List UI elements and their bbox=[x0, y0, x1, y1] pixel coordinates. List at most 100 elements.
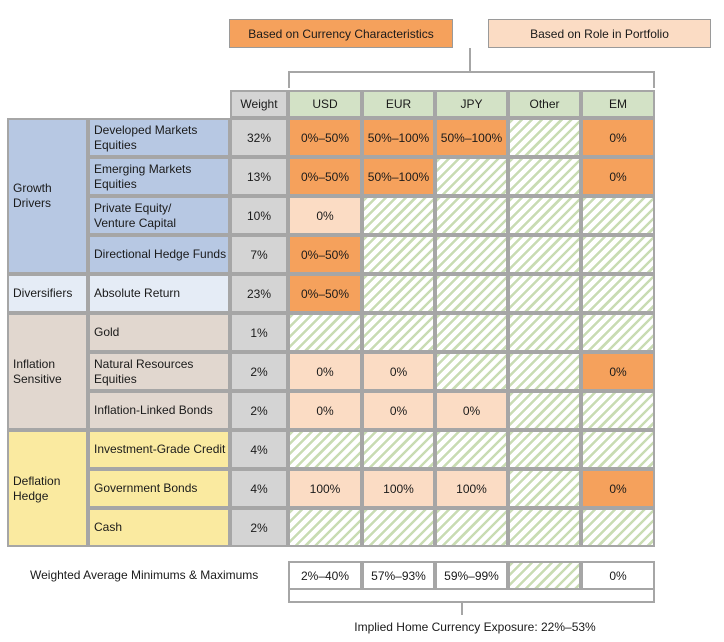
asset-label: Natural Resources Equities bbox=[88, 352, 230, 391]
summary-cell-usd: 2%–40% bbox=[288, 561, 362, 590]
exposure-cell-other bbox=[508, 157, 581, 196]
exposure-cell-em bbox=[581, 274, 655, 313]
exposure-cell-other bbox=[508, 313, 581, 352]
summary-cell-other bbox=[508, 561, 581, 590]
exposure-cell-em bbox=[581, 430, 655, 469]
exposure-cell-eur: 50%–100% bbox=[362, 118, 435, 157]
exposure-cell-eur bbox=[362, 313, 435, 352]
exposure-cell-jpy: 100% bbox=[435, 469, 508, 508]
exposure-cell-usd: 0% bbox=[288, 196, 362, 235]
legend-currency-label: Based on Currency Characteristics bbox=[248, 26, 434, 41]
exposure-cell-usd bbox=[288, 430, 362, 469]
header-usd: USD bbox=[288, 90, 362, 118]
exposure-cell-usd: 0%–50% bbox=[288, 235, 362, 274]
asset-label: Emerging Markets Equities bbox=[88, 157, 230, 196]
exposure-cell-jpy: 50%–100% bbox=[435, 118, 508, 157]
exposure-cell-other bbox=[508, 235, 581, 274]
exposure-cell-jpy bbox=[435, 352, 508, 391]
exposure-cell-other bbox=[508, 274, 581, 313]
exposure-cell-em: 0% bbox=[581, 118, 655, 157]
weight-value: 10% bbox=[230, 196, 288, 235]
asset-label: Investment-Grade Credit bbox=[88, 430, 230, 469]
exposure-cell-jpy bbox=[435, 196, 508, 235]
exposure-cell-other bbox=[508, 508, 581, 547]
legend-role-label: Based on Role in Portfolio bbox=[530, 26, 669, 41]
asset-label: Cash bbox=[88, 508, 230, 547]
exposure-cell-jpy bbox=[435, 157, 508, 196]
exposure-cell-other bbox=[508, 118, 581, 157]
asset-label: Gold bbox=[88, 313, 230, 352]
exposure-cell-em bbox=[581, 196, 655, 235]
exposure-cell-usd: 100% bbox=[288, 469, 362, 508]
exposure-cell-em bbox=[581, 391, 655, 430]
header-eur: EUR bbox=[362, 90, 435, 118]
group-growth: Growth Drivers bbox=[7, 118, 88, 274]
asset-label: Directional Hedge Funds bbox=[88, 235, 230, 274]
summary-cell-jpy: 59%–99% bbox=[435, 561, 508, 590]
exposure-cell-usd bbox=[288, 508, 362, 547]
exposure-cell-em: 0% bbox=[581, 352, 655, 391]
weight-value: 7% bbox=[230, 235, 288, 274]
exposure-cell-eur bbox=[362, 508, 435, 547]
weight-value: 2% bbox=[230, 508, 288, 547]
exposure-cell-usd: 0%–50% bbox=[288, 118, 362, 157]
summary-label: Weighted Average Minimums & Maximums bbox=[30, 561, 258, 589]
exposure-cell-eur: 0% bbox=[362, 352, 435, 391]
exposure-cell-em bbox=[581, 313, 655, 352]
exposure-cell-jpy bbox=[435, 235, 508, 274]
exposure-cell-jpy bbox=[435, 313, 508, 352]
group-deflation: Deflation Hedge bbox=[7, 430, 88, 547]
weight-value: 2% bbox=[230, 391, 288, 430]
exposure-cell-other bbox=[508, 430, 581, 469]
exposure-cell-em: 0% bbox=[581, 469, 655, 508]
exposure-cell-eur: 0% bbox=[362, 391, 435, 430]
exposure-cell-usd: 0%–50% bbox=[288, 157, 362, 196]
exposure-cell-jpy bbox=[435, 274, 508, 313]
exposure-cell-jpy bbox=[435, 508, 508, 547]
asset-label: Developed Markets Equities bbox=[88, 118, 230, 157]
implied-home-currency-exposure: Implied Home Currency Exposure: 22%–53% bbox=[330, 620, 620, 634]
exposure-cell-usd: 0%–50% bbox=[288, 274, 362, 313]
summary-cell-eur: 57%–93% bbox=[362, 561, 435, 590]
exposure-cell-other bbox=[508, 391, 581, 430]
header-em: EM bbox=[581, 90, 655, 118]
exposure-cell-usd: 0% bbox=[288, 352, 362, 391]
footer-text: Implied Home Currency Exposure: 22%–53% bbox=[354, 620, 596, 634]
summary-cell-em: 0% bbox=[581, 561, 655, 590]
legend-currency-characteristics: Based on Currency Characteristics bbox=[229, 19, 453, 48]
exposure-cell-em: 0% bbox=[581, 157, 655, 196]
exposure-cell-em bbox=[581, 235, 655, 274]
exposure-cell-eur: 50%–100% bbox=[362, 157, 435, 196]
asset-label: Government Bonds bbox=[88, 469, 230, 508]
group-inflation: Inflation Sensitive bbox=[7, 313, 88, 430]
exposure-cell-eur bbox=[362, 196, 435, 235]
exposure-cell-other bbox=[508, 352, 581, 391]
weight-value: 4% bbox=[230, 430, 288, 469]
exposure-cell-eur bbox=[362, 430, 435, 469]
weight-value: 2% bbox=[230, 352, 288, 391]
exposure-cell-eur: 100% bbox=[362, 469, 435, 508]
exposure-cell-jpy bbox=[435, 430, 508, 469]
asset-label: Absolute Return bbox=[88, 274, 230, 313]
exposure-cell-other bbox=[508, 469, 581, 508]
header-weight: Weight bbox=[230, 90, 288, 118]
exposure-cell-jpy: 0% bbox=[435, 391, 508, 430]
header-other: Other bbox=[508, 90, 581, 118]
weight-value: 13% bbox=[230, 157, 288, 196]
asset-label: Inflation-Linked Bonds bbox=[88, 391, 230, 430]
weight-value: 32% bbox=[230, 118, 288, 157]
group-diversifiers: Diversifiers bbox=[7, 274, 88, 313]
exposure-cell-em bbox=[581, 508, 655, 547]
exposure-cell-eur bbox=[362, 235, 435, 274]
legend-role-in-portfolio: Based on Role in Portfolio bbox=[488, 19, 711, 48]
exposure-cell-other bbox=[508, 196, 581, 235]
exposure-cell-usd: 0% bbox=[288, 391, 362, 430]
header-jpy: JPY bbox=[435, 90, 508, 118]
weight-value: 1% bbox=[230, 313, 288, 352]
summary-label-text: Weighted Average Minimums & Maximums bbox=[30, 568, 259, 582]
weight-value: 4% bbox=[230, 469, 288, 508]
exposure-cell-usd bbox=[288, 313, 362, 352]
asset-label: Private Equity/ Venture Capital bbox=[88, 196, 230, 235]
weight-value: 23% bbox=[230, 274, 288, 313]
exposure-cell-eur bbox=[362, 274, 435, 313]
